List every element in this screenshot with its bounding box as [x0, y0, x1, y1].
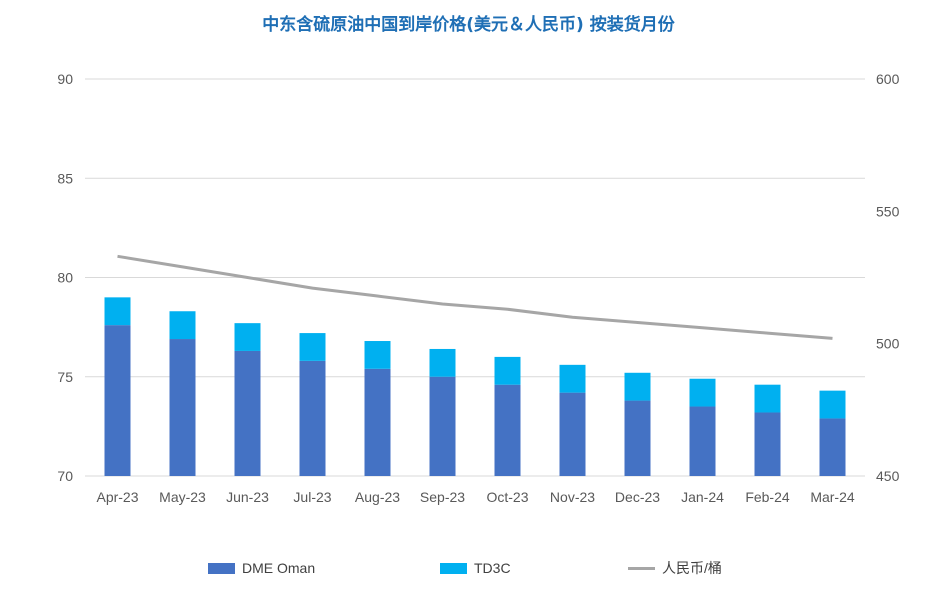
bar-td3c: [429, 348, 456, 377]
bar-dme-oman: [819, 418, 846, 476]
y-right-tick-label: 550: [876, 203, 900, 219]
bar-td3c: [559, 364, 586, 393]
x-tick-label: Dec-23: [615, 489, 660, 505]
bar-dme-oman: [234, 350, 261, 476]
bar-td3c: [104, 297, 131, 326]
x-tick-label: Jul-23: [293, 489, 331, 505]
bar-td3c: [819, 390, 846, 419]
bar-dme-oman: [624, 400, 651, 476]
bar-td3c: [494, 356, 521, 385]
bar-dme-oman: [299, 360, 326, 476]
x-tick-label: Jun-23: [226, 489, 269, 505]
y-left-tick-label: 85: [57, 170, 73, 186]
y-left-tick-label: 90: [57, 71, 73, 87]
x-tick-label: Sep-23: [420, 489, 465, 505]
y-right-tick-label: 500: [876, 336, 900, 352]
x-tick-label: Feb-24: [745, 489, 790, 505]
bar-td3c: [624, 372, 651, 401]
x-tick-label: Aug-23: [355, 489, 400, 505]
bar-td3c: [689, 378, 716, 407]
legend-label-dme-oman: DME Oman: [242, 560, 316, 576]
bar-td3c: [299, 333, 326, 361]
legend-label-rmb-per-barrel: 人民币/桶: [662, 560, 722, 576]
x-tick-label: Nov-23: [550, 489, 595, 505]
bar-td3c: [169, 311, 196, 340]
y-right-tick-label: 450: [876, 468, 900, 484]
bar-dme-oman: [689, 406, 716, 476]
y-left-tick-label: 80: [57, 270, 73, 286]
legend-item-rmb-per-barrel: 人民币/桶: [628, 558, 722, 578]
bar-dme-oman: [559, 392, 586, 476]
y-right-tick-label: 600: [876, 71, 900, 87]
bar-dme-oman: [429, 376, 456, 476]
bar-dme-oman: [364, 368, 391, 476]
bar-dme-oman: [754, 412, 781, 476]
legend-label-td3c: TD3C: [474, 560, 511, 576]
legend-item-td3c: TD3C: [440, 558, 511, 578]
x-tick-label: Oct-23: [486, 489, 528, 505]
legend-swatch-rmb-per-barrel: [628, 566, 655, 570]
bar-dme-oman: [104, 325, 131, 476]
bar-dme-oman: [494, 384, 521, 476]
y-left-tick-label: 75: [57, 369, 73, 385]
legend-item-dme-oman: DME Oman: [208, 558, 315, 578]
bar-td3c: [754, 384, 781, 413]
legend-swatch-dme-oman: [208, 562, 235, 574]
chart-title: 中东含硫原油中国到岸价格(美元＆人民币) 按装货月份: [262, 15, 675, 35]
x-tick-label: Jan-24: [681, 489, 724, 505]
bar-dme-oman: [169, 339, 196, 476]
line-rmb-per-barrel: [117, 254, 833, 340]
x-tick-label: Apr-23: [96, 489, 138, 505]
legend: DME Oman TD3C 人民币/桶: [0, 558, 937, 578]
x-tick-label: Mar-24: [810, 489, 855, 505]
bar-td3c: [234, 323, 261, 351]
y-left-tick-label: 70: [57, 468, 73, 484]
x-tick-label: May-23: [159, 489, 206, 505]
legend-swatch-td3c: [440, 562, 467, 574]
bar-td3c: [364, 341, 391, 369]
